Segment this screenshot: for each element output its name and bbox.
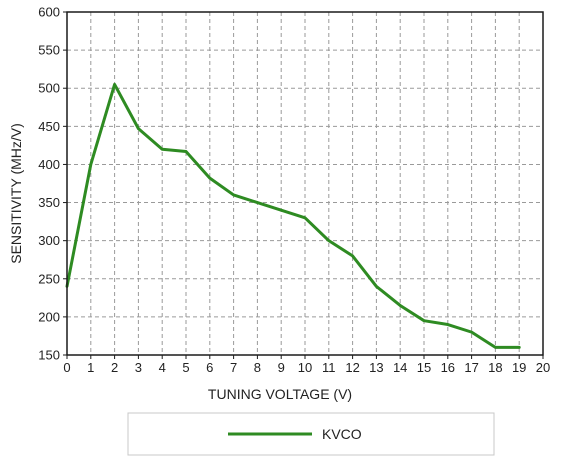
y-tick-label: 150 [38,348,60,363]
x-tick-label: 15 [417,360,431,375]
y-tick-label: 200 [38,309,60,324]
x-tick-label: 20 [536,360,550,375]
x-tick-label: 4 [159,360,166,375]
x-tick-label: 5 [182,360,189,375]
x-tick-label: 11 [322,360,336,375]
x-tick-label: 16 [441,360,455,375]
y-tick-label: 400 [38,157,60,172]
x-tick-label: 19 [512,360,526,375]
y-tick-label: 500 [38,81,60,96]
x-tick-label: 10 [298,360,312,375]
x-tick-label: 17 [464,360,478,375]
x-tick-label: 3 [135,360,142,375]
y-tick-label: 450 [38,119,60,134]
y-tick-label: 300 [38,233,60,248]
x-tick-label: 1 [87,360,94,375]
x-tick-label: 8 [254,360,261,375]
x-tick-label: 18 [488,360,502,375]
y-tick-label: 350 [38,195,60,210]
x-tick-label: 0 [63,360,70,375]
x-tick-label: 6 [206,360,213,375]
x-tick-label: 9 [278,360,285,375]
y-tick-label: 550 [38,43,60,58]
y-tick-label: 250 [38,271,60,286]
legend-label-kvco: KVCO [322,426,362,442]
x-tick-label: 12 [345,360,359,375]
x-tick-label: 13 [369,360,383,375]
x-axis-title: TUNING VOLTAGE (V) [208,386,352,402]
y-tick-label: 600 [38,5,60,20]
y-axis-title: SENSITIVITY (MHz/V) [8,123,24,264]
x-tick-label: 2 [111,360,118,375]
x-tick-label: 7 [230,360,237,375]
legend: KVCO [128,413,494,455]
x-tick-label: 14 [393,360,407,375]
